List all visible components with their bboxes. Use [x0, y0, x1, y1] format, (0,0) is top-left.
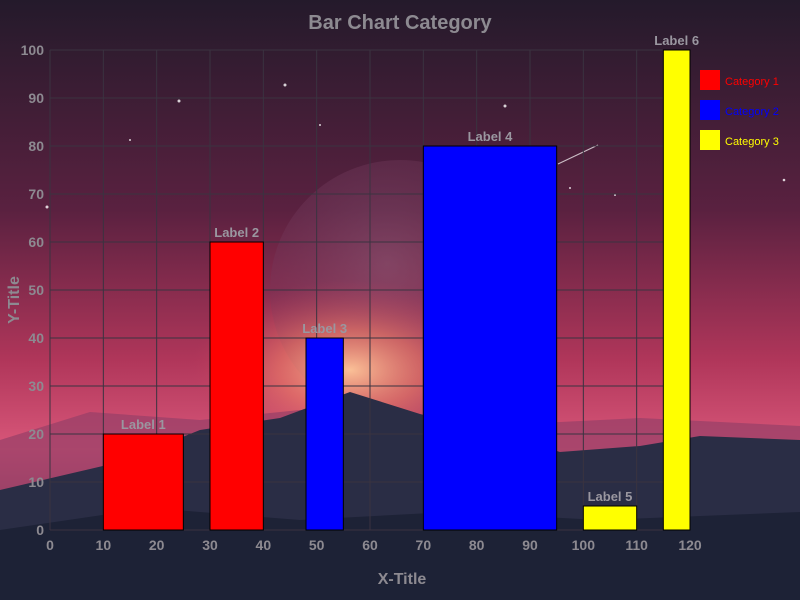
- star: [177, 99, 181, 103]
- bar: [422, 145, 558, 531]
- x-tick-label: 120: [678, 537, 702, 553]
- legend-label: Category 1: [725, 76, 779, 88]
- y-tick-label: 50: [28, 282, 44, 298]
- foreground-ground: [0, 508, 800, 600]
- bar: [582, 505, 638, 531]
- x-tick-label: 30: [202, 537, 218, 553]
- x-tick-label: 40: [256, 537, 272, 553]
- stars: [45, 83, 786, 209]
- bar-label: Label 1: [121, 417, 166, 432]
- x-tick-label: 110: [625, 537, 648, 553]
- x-tick-label: 90: [522, 537, 538, 553]
- y-tick-label: 90: [28, 90, 44, 106]
- y-tick-label: 0: [36, 522, 44, 538]
- bar-label: Label 4: [468, 129, 514, 144]
- bar: [662, 49, 691, 531]
- bar: [209, 241, 264, 531]
- bar-label: Label 2: [214, 225, 259, 240]
- y-tick-label: 70: [28, 186, 44, 202]
- x-tick-label: 20: [149, 537, 165, 553]
- star: [129, 139, 131, 141]
- x-tick-label: 100: [572, 537, 596, 553]
- legend-swatch: [700, 100, 720, 120]
- bar-label: Label 5: [588, 489, 633, 504]
- x-axis-ticks: 0 10 20 30 40 50 60 70 80 90 100 110 120: [46, 537, 702, 553]
- star: [45, 205, 49, 209]
- bar-labels: Label 1 Label 2 Label 3 Label 4 Label 5 Label…: [121, 33, 699, 504]
- star: [283, 83, 287, 87]
- x-tick-label: 80: [469, 537, 485, 553]
- legend-label: Category 2: [725, 106, 779, 118]
- x-tick-label: 50: [309, 537, 325, 553]
- y-tick-label: 30: [28, 378, 44, 394]
- y-tick-label: 10: [28, 474, 44, 490]
- x-tick-label: 70: [416, 537, 432, 553]
- star: [503, 104, 507, 108]
- y-axis-ticks: 0 10 20 30 40 50 60 70 80 90 100: [21, 42, 45, 538]
- legend-swatch: [700, 70, 720, 90]
- shooting-star: [557, 144, 599, 165]
- y-tick-label: 80: [28, 138, 44, 154]
- chart-title: Bar Chart Category: [308, 12, 492, 34]
- y-axis-title: Y-Title: [6, 276, 23, 324]
- x-tick-label: 0: [46, 537, 54, 553]
- bar-label: Label 3: [302, 321, 347, 336]
- star: [319, 124, 321, 126]
- x-tick-label: 10: [96, 537, 112, 553]
- star: [569, 187, 571, 189]
- x-tick-label: 60: [362, 537, 378, 553]
- bar: [305, 337, 344, 531]
- bar: [102, 433, 184, 531]
- legend-swatch: [700, 130, 720, 150]
- y-tick-label: 20: [28, 426, 44, 442]
- y-tick-label: 40: [28, 330, 44, 346]
- star: [782, 178, 786, 182]
- y-tick-label: 60: [28, 234, 44, 250]
- y-tick-label: 100: [21, 42, 45, 58]
- legend-label: Category 3: [725, 136, 779, 148]
- x-axis-title: X-Title: [378, 571, 427, 588]
- bar-label: Label 6: [654, 33, 699, 48]
- bars: [102, 49, 691, 531]
- legend: Category 1 Category 2 Category 3: [700, 70, 779, 150]
